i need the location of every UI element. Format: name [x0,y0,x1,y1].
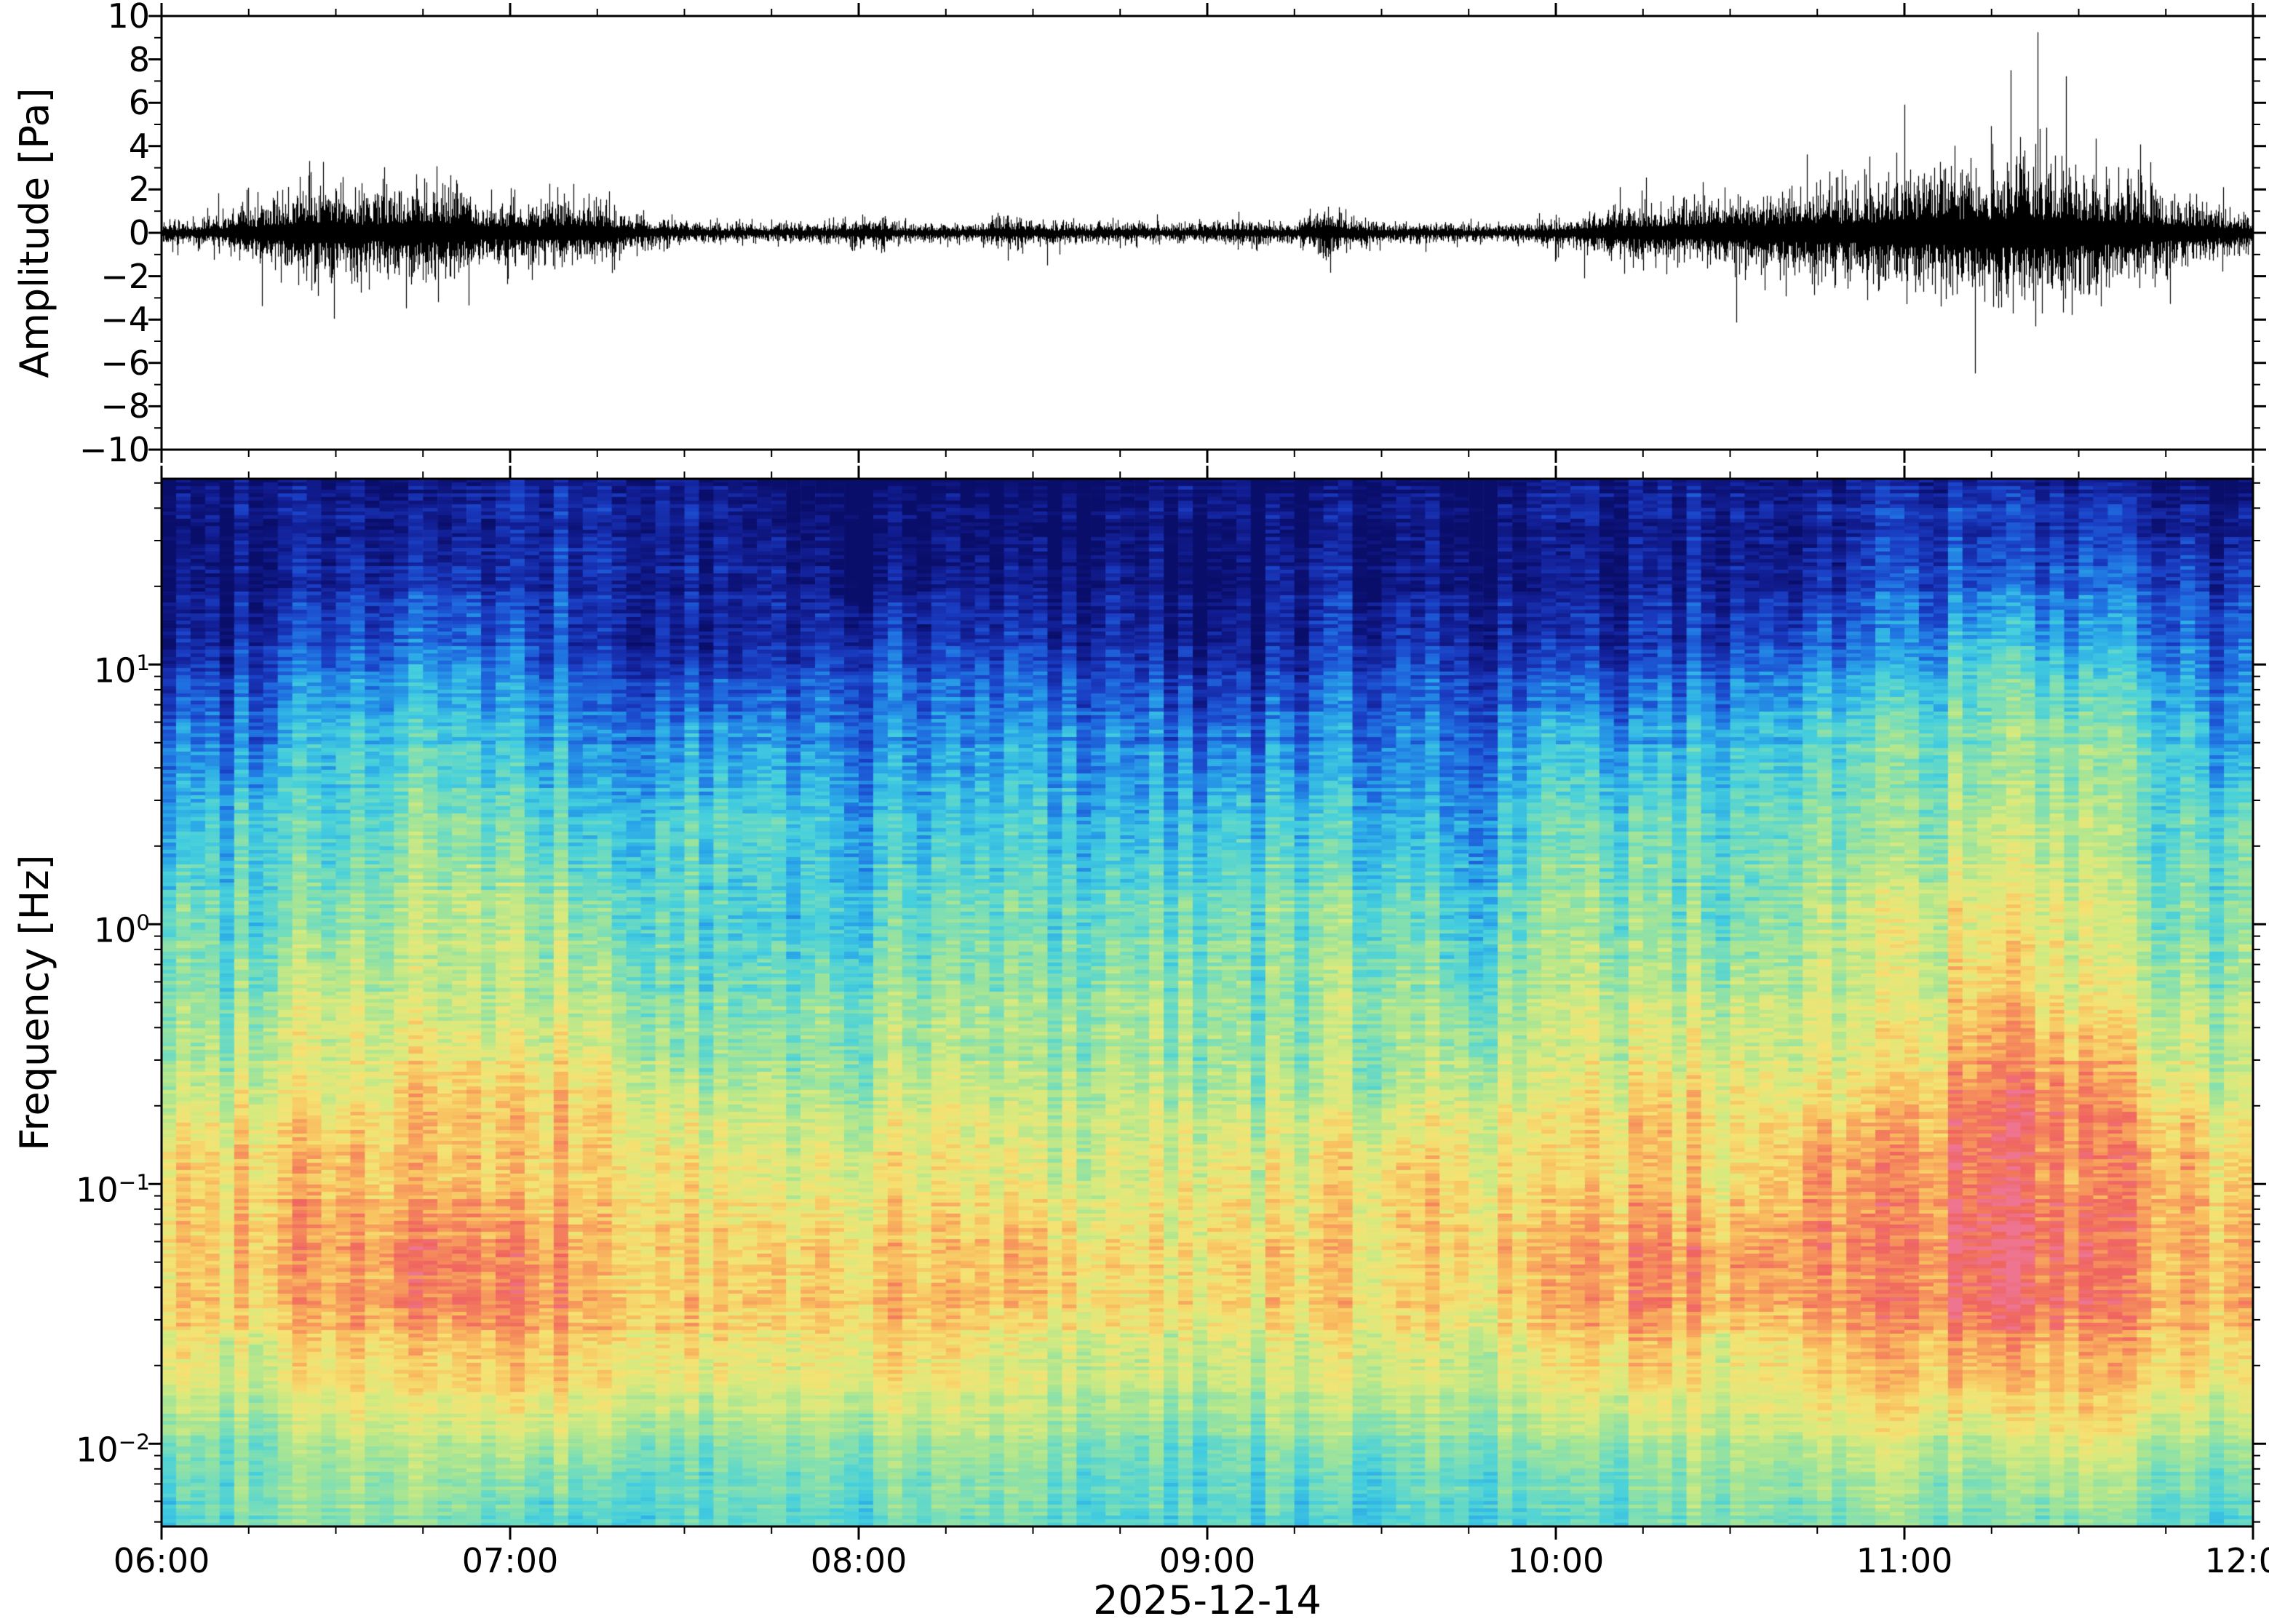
amplitude-tick-label: −2 [100,256,150,296]
amplitude-tick-label: −4 [100,300,150,340]
amplitude-tick-label: 4 [128,126,150,166]
x-tick-label: 11:00 [1856,1541,1953,1580]
x-tick-label: 10:00 [1507,1541,1605,1580]
spectrogram-canvas [162,479,2253,1527]
amplitude-tick-label: −8 [100,386,150,426]
frequency-tick-label: 100 [93,910,150,950]
x-tick-label: 07:00 [461,1541,559,1580]
frequency-tick-label: 10−2 [76,1430,150,1470]
amplitude-tick-label: 0 [128,213,150,252]
amplitude-tick-label: −10 [79,430,150,469]
frequency-tick-label: 10−1 [76,1170,150,1210]
amplitude-tick-label: 6 [128,83,150,123]
frequency-tick-label: 101 [93,650,150,690]
amplitude-tick-label: −6 [100,343,150,383]
amplitude-tick-label: 2 [128,170,150,210]
date-label: 2025-12-14 [1093,1577,1322,1623]
x-tick-label: 08:00 [810,1541,907,1580]
waveform-canvas [162,16,2253,450]
x-tick-label: 06:00 [113,1541,210,1580]
amplitude-tick-label: 8 [128,39,150,79]
x-tick-label: 12:00 [2204,1541,2269,1580]
amplitude-tick-label: 10 [107,0,150,36]
x-tick-label: 09:00 [1159,1541,1256,1580]
